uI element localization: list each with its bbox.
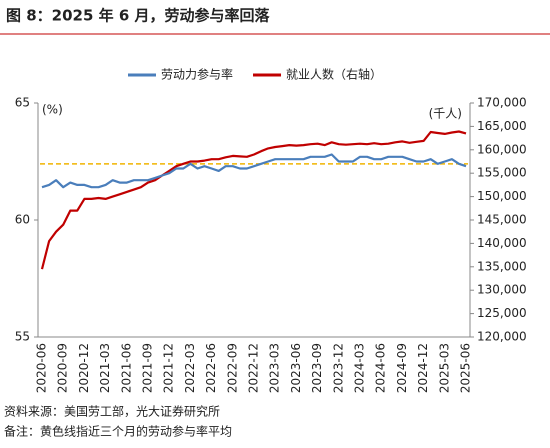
x-tick-label: 2020-12 [77,343,91,393]
x-tick-label: 2023-03 [268,343,282,393]
y2-tick-label: 170,000 [477,96,527,110]
y2-tick-label: 150,000 [477,189,527,203]
y2-tick-label: 140,000 [477,236,527,250]
x-tick-label: 2020-09 [56,343,70,393]
series-line [41,153,467,189]
x-tick-label: 2023-06 [289,343,303,393]
x-tick-label: 2024-09 [395,343,409,393]
y-axis-label: (%) [42,103,63,117]
series-line [40,130,467,270]
x-tick-label: 2024-03 [353,343,367,393]
y2-tick-label: 120,000 [477,330,527,344]
x-tick-label: 2024-06 [374,343,388,393]
y2-tick-label: 160,000 [477,142,527,156]
x-tick-label: 2021-09 [141,343,155,393]
y2-tick-label: 155,000 [477,166,527,180]
chart-title: 图 8：2025 年 6 月，劳动参与率回落 [6,7,271,25]
x-tick-label: 2025-03 [437,343,451,393]
y-tick-label: 55 [15,330,30,344]
x-tick-label: 2022-03 [183,343,197,393]
legend-label: 劳动力参与率 [161,67,233,82]
x-tick-label: 2021-12 [162,343,176,393]
legend-label: 就业人数（右轴） [286,67,382,82]
x-tick-label: 2021-03 [98,343,112,393]
x-tick-label: 2022-06 [204,343,218,393]
y-tick-label: 60 [15,213,30,227]
y2-tick-label: 130,000 [477,283,527,297]
y2-tick-label: 125,000 [477,306,527,320]
x-tick-label: 2021-06 [119,343,133,393]
note: 资料来源：美国劳工部，光大证券研究所 [4,404,220,419]
note: 备注：黄色线指近三个月的劳动参与率平均 [4,424,232,439]
y2-tick-label: 145,000 [477,213,527,227]
x-tick-label: 2023-09 [310,343,324,393]
x-tick-label: 2024-12 [416,343,430,393]
x-tick-label: 2025-06 [459,343,473,393]
y2-tick-label: 135,000 [477,259,527,273]
x-tick-label: 2023-12 [331,343,345,393]
x-tick-label: 2022-12 [247,343,261,393]
x-tick-label: 2022-09 [225,343,239,393]
y2-tick-label: 165,000 [477,119,527,133]
y2-axis-label: (千人) [429,107,462,121]
y-tick-label: 65 [15,96,30,110]
x-tick-label: 2020-06 [35,343,49,393]
